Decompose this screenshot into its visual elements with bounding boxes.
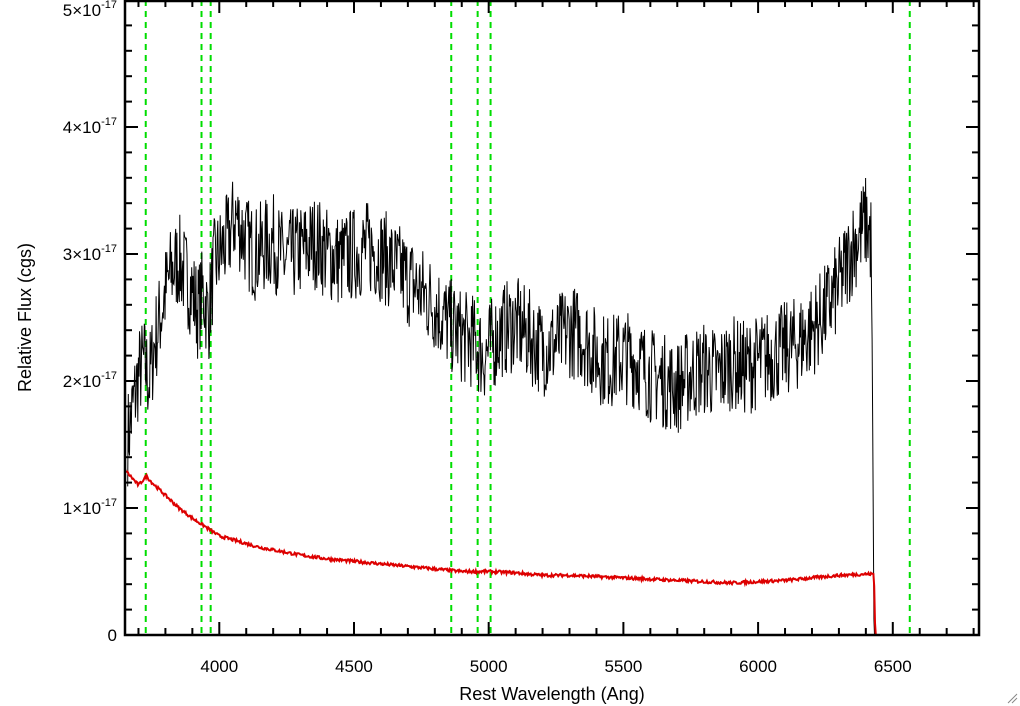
y-axis-title: Relative Flux (cgs)	[15, 243, 35, 392]
x-tick-label: 4000	[200, 657, 238, 676]
plot-frame	[123, 0, 981, 637]
x-tick-label: 6500	[874, 657, 912, 676]
y-tick-label: 5×10-17	[63, 0, 117, 20]
resize-grip-icon	[1007, 693, 1018, 704]
y-tick-label: 3×10-17	[63, 243, 117, 264]
series-layer	[124, 177, 979, 636]
series-line-1	[127, 177, 979, 636]
x-tick-label: 5000	[470, 657, 508, 676]
x-axis-title: Rest Wavelength (Ang)	[459, 684, 644, 704]
x-tick-label: 6000	[739, 657, 777, 676]
x-tick-label: 5500	[604, 657, 642, 676]
x-tick-labels: 4000 4500 5000 5500 6000 6500	[200, 657, 911, 676]
y-tick-label: 2×10-17	[63, 370, 117, 391]
y-tick-label: 0	[108, 626, 117, 645]
y-tick-labels: 0 1×10-17 2×10-17 3×10-17 4×10-17 5×10-17	[63, 0, 117, 645]
y-tick-label: 1×10-17	[63, 497, 117, 518]
series-line-2	[124, 468, 979, 636]
x-tick-label: 4500	[335, 657, 373, 676]
y-tick-label: 4×10-17	[63, 116, 117, 137]
